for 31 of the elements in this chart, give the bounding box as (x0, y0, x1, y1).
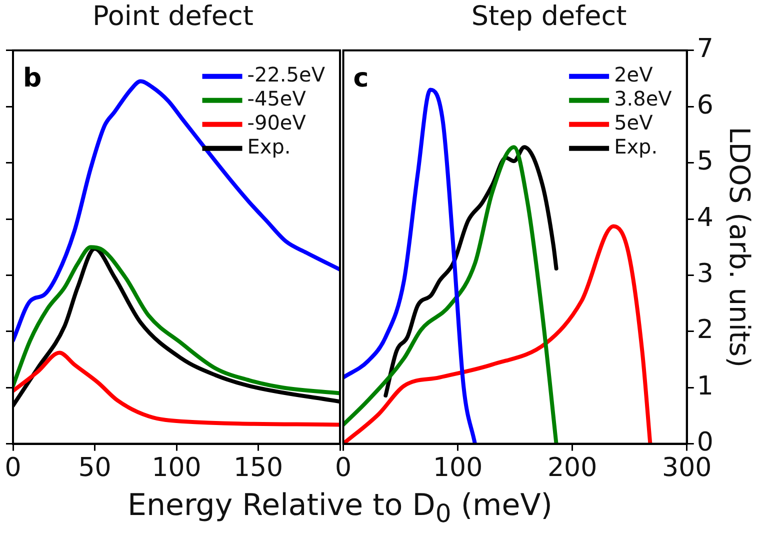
line-series (343, 88, 477, 444)
y-tick-label: 7 (696, 34, 714, 64)
legend-label: -45eV (247, 86, 306, 111)
y-tick-label: 3 (696, 258, 714, 289)
line-series (343, 224, 652, 444)
x-tick-label: 150 (233, 453, 284, 484)
chart-title: Point defect (92, 1, 254, 32)
x-tick-label: 100 (432, 453, 483, 484)
legend-label: -22.5eV (247, 62, 326, 87)
legend-label: Exp. (614, 134, 658, 159)
x-tick-label: 0 (4, 453, 22, 484)
y-tick-label: 2 (696, 315, 714, 346)
y-tick-label: 4 (696, 202, 714, 233)
y-axis-title: LDOS (arb. units) (722, 126, 756, 368)
chart-title: Step defect (471, 1, 627, 32)
x-tick-label: 50 (78, 453, 112, 484)
annotation: c (353, 63, 369, 94)
y-tick-label: 5 (696, 146, 714, 177)
x-tick-label: 0 (335, 453, 352, 484)
legend-label: Exp. (247, 134, 291, 159)
y-tick-label: 6 (696, 90, 714, 120)
x-tick-label: 100 (152, 453, 202, 484)
annotation: b (23, 63, 42, 94)
legend-label: 2eV (614, 62, 654, 87)
legend-label: -90eV (247, 110, 306, 135)
x-tick-label: 200 (548, 453, 598, 484)
y-tick-label: 1 (696, 371, 714, 402)
legend-label: 5eV (614, 110, 654, 135)
legend-label: 3.8eV (614, 86, 672, 111)
line-series (343, 145, 558, 444)
x-axis-title: Energy Relative to D$_{0}$ (meV) (126, 488, 554, 528)
